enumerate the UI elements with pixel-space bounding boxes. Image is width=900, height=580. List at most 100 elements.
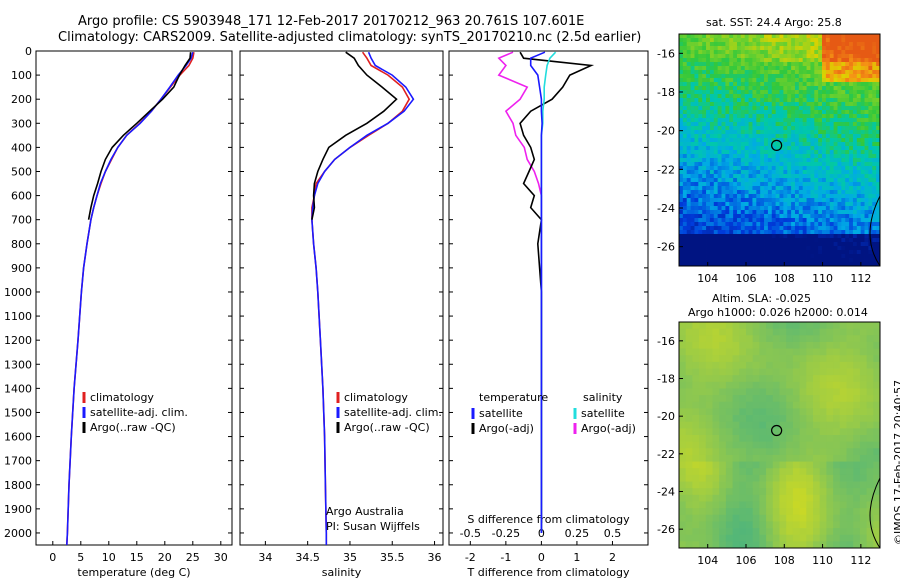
map-cell [818,130,823,135]
map-cell [705,395,713,403]
map-cell [679,158,684,163]
map-cell [868,106,873,111]
map-cell [859,528,867,536]
map-cell [679,474,687,482]
map-cell [706,38,711,43]
map-cell [866,348,874,356]
map-cell [740,130,746,135]
map-cell [721,198,726,203]
map-cell [692,454,700,462]
map-cell [814,226,819,231]
map-cell [717,42,722,47]
map-cell [739,375,747,383]
map-cell [799,534,807,542]
map-cell [740,82,746,87]
map-cell [699,381,707,389]
map-cell [771,78,777,83]
map-cell [860,98,865,103]
map-cell [825,82,831,87]
map-cell [864,50,869,55]
map-cell [690,230,695,235]
map-cell [786,448,794,456]
map-cell [721,146,726,151]
map-cell [698,142,703,147]
map-cell [853,494,861,502]
map-cell [841,82,846,87]
map-cell [679,34,684,39]
map-cell [690,98,695,103]
map-cell [679,46,684,51]
map-cell [829,102,835,107]
map-cell [725,222,730,227]
map-cell [760,198,765,203]
map-cell [690,186,695,191]
map-cell [725,66,730,71]
map-cell [876,42,881,47]
map-cell [802,254,807,259]
map-cell [783,66,788,71]
map-cell [829,182,835,187]
map-cell [806,361,814,369]
map-cell [756,78,761,83]
map-cell [690,90,695,95]
map-cell [829,46,835,51]
map-cell [746,375,754,383]
map-cell [860,186,865,191]
map-cell [760,234,765,239]
map-cell [860,58,865,63]
map-cell [759,395,767,403]
legend-title-salinity: salinity [583,391,623,404]
map-cell [772,508,780,516]
map-cell [849,222,854,227]
map-cell [868,246,873,251]
map-cell [845,130,850,135]
map-cell [810,182,815,187]
map-cell [872,62,877,67]
map-cell [694,170,699,175]
map-cell [775,222,780,227]
map-cell [733,250,738,255]
map-cell [818,170,823,175]
map-cell [876,238,881,243]
map-cell [760,38,765,43]
map-cell [794,222,800,227]
map-cell [713,170,719,175]
map-cell [810,166,815,171]
map-cell [744,90,749,95]
map-cell [764,46,769,51]
map-cell [810,210,815,215]
map-cell [725,114,730,119]
map-cell [739,368,747,376]
map-cell [709,254,715,259]
map-cell [833,146,838,151]
map-cell [791,130,796,135]
map-cell [826,355,834,363]
map-cell [841,226,846,231]
map-cell [752,258,757,263]
map-cell [839,481,847,489]
map-cell [806,528,814,536]
map-cell [810,162,815,167]
map-cell [860,110,865,115]
map-cell [814,210,819,215]
map-cell [771,94,777,99]
map-cell [859,368,867,376]
map-cell [860,218,865,223]
map-cell [713,206,719,211]
map-cell [864,134,869,139]
panel-frame-sal [239,50,444,546]
map-cell [679,226,684,231]
map-cell [852,206,858,211]
map-cell [698,82,703,87]
map-cell [868,202,873,207]
map-cell [825,138,831,143]
map-cell [810,230,815,235]
map-cell [814,174,819,179]
map-cell [739,322,747,330]
map-cell [868,58,873,63]
map-cell [752,395,760,403]
map-cell [819,368,827,376]
map-cell [775,86,780,91]
map-cell [791,222,796,227]
map-cell [775,118,780,123]
